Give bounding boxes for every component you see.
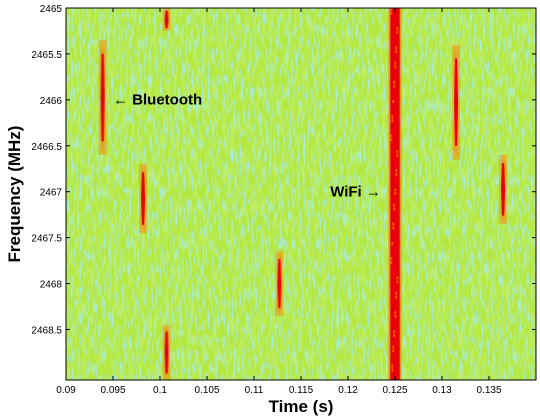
- y-tick-label: 2466: [40, 96, 63, 107]
- burst-bluetooth-3: [162, 8, 171, 31]
- annotation-wifi: WiFi →: [330, 183, 381, 200]
- burst-bluetooth-5: [275, 251, 284, 316]
- y-tick-label: 2465.5: [31, 50, 62, 61]
- y-axis-ticks: 2465 2465.5 2466 2466.5 2467 2467.5 2468 2468.5: [31, 4, 536, 336]
- x-tick-label: 0.105: [194, 385, 219, 396]
- burst-bluetooth-7: [499, 154, 508, 224]
- wifi-layer: [388, 8, 402, 380]
- x-tick-label: 0.1: [153, 385, 167, 396]
- y-tick-label: 2466.5: [31, 142, 62, 153]
- y-tick-label: 2467.5: [31, 234, 62, 245]
- x-tick-label: 0.135: [476, 385, 501, 396]
- burst-bluetooth-4: [162, 324, 171, 380]
- burst-bluetooth-6: [452, 44, 461, 160]
- x-tick-label: 0.13: [432, 385, 452, 396]
- x-tick-label: 0.09: [56, 385, 76, 396]
- x-tick-label: 0.095: [100, 385, 125, 396]
- x-tick-label: 0.11: [245, 385, 264, 396]
- x-tick-label: 0.12: [338, 385, 358, 396]
- x-tick-label: 0.125: [382, 385, 407, 396]
- x-axis-title: Time (s): [269, 397, 334, 416]
- y-tick-label: 2467: [40, 188, 63, 199]
- y-tick-label: 2468.5: [31, 325, 62, 336]
- annotation-bluetooth: ← Bluetooth: [113, 91, 202, 108]
- burst-bluetooth-1: [98, 40, 107, 155]
- burst-bluetooth-2: [139, 164, 148, 234]
- bursts-layer: [98, 8, 508, 380]
- y-tick-label: 2465: [40, 4, 63, 15]
- spectrogram-noise-cyan: [66, 8, 536, 380]
- annotations-layer: ← Bluetooth WiFi →: [113, 91, 381, 200]
- x-axis-ticks: 0.09 0.095 0.1 0.105 0.11 0.115 0.12 0.125 0.13 0…: [56, 8, 502, 396]
- x-tick-label: 0.115: [289, 385, 314, 396]
- plot-area: [66, 8, 536, 380]
- y-tick-label: 2468: [40, 280, 63, 291]
- wifi-band: [388, 8, 402, 380]
- y-axis-title: Frequency (MHz): [5, 126, 24, 263]
